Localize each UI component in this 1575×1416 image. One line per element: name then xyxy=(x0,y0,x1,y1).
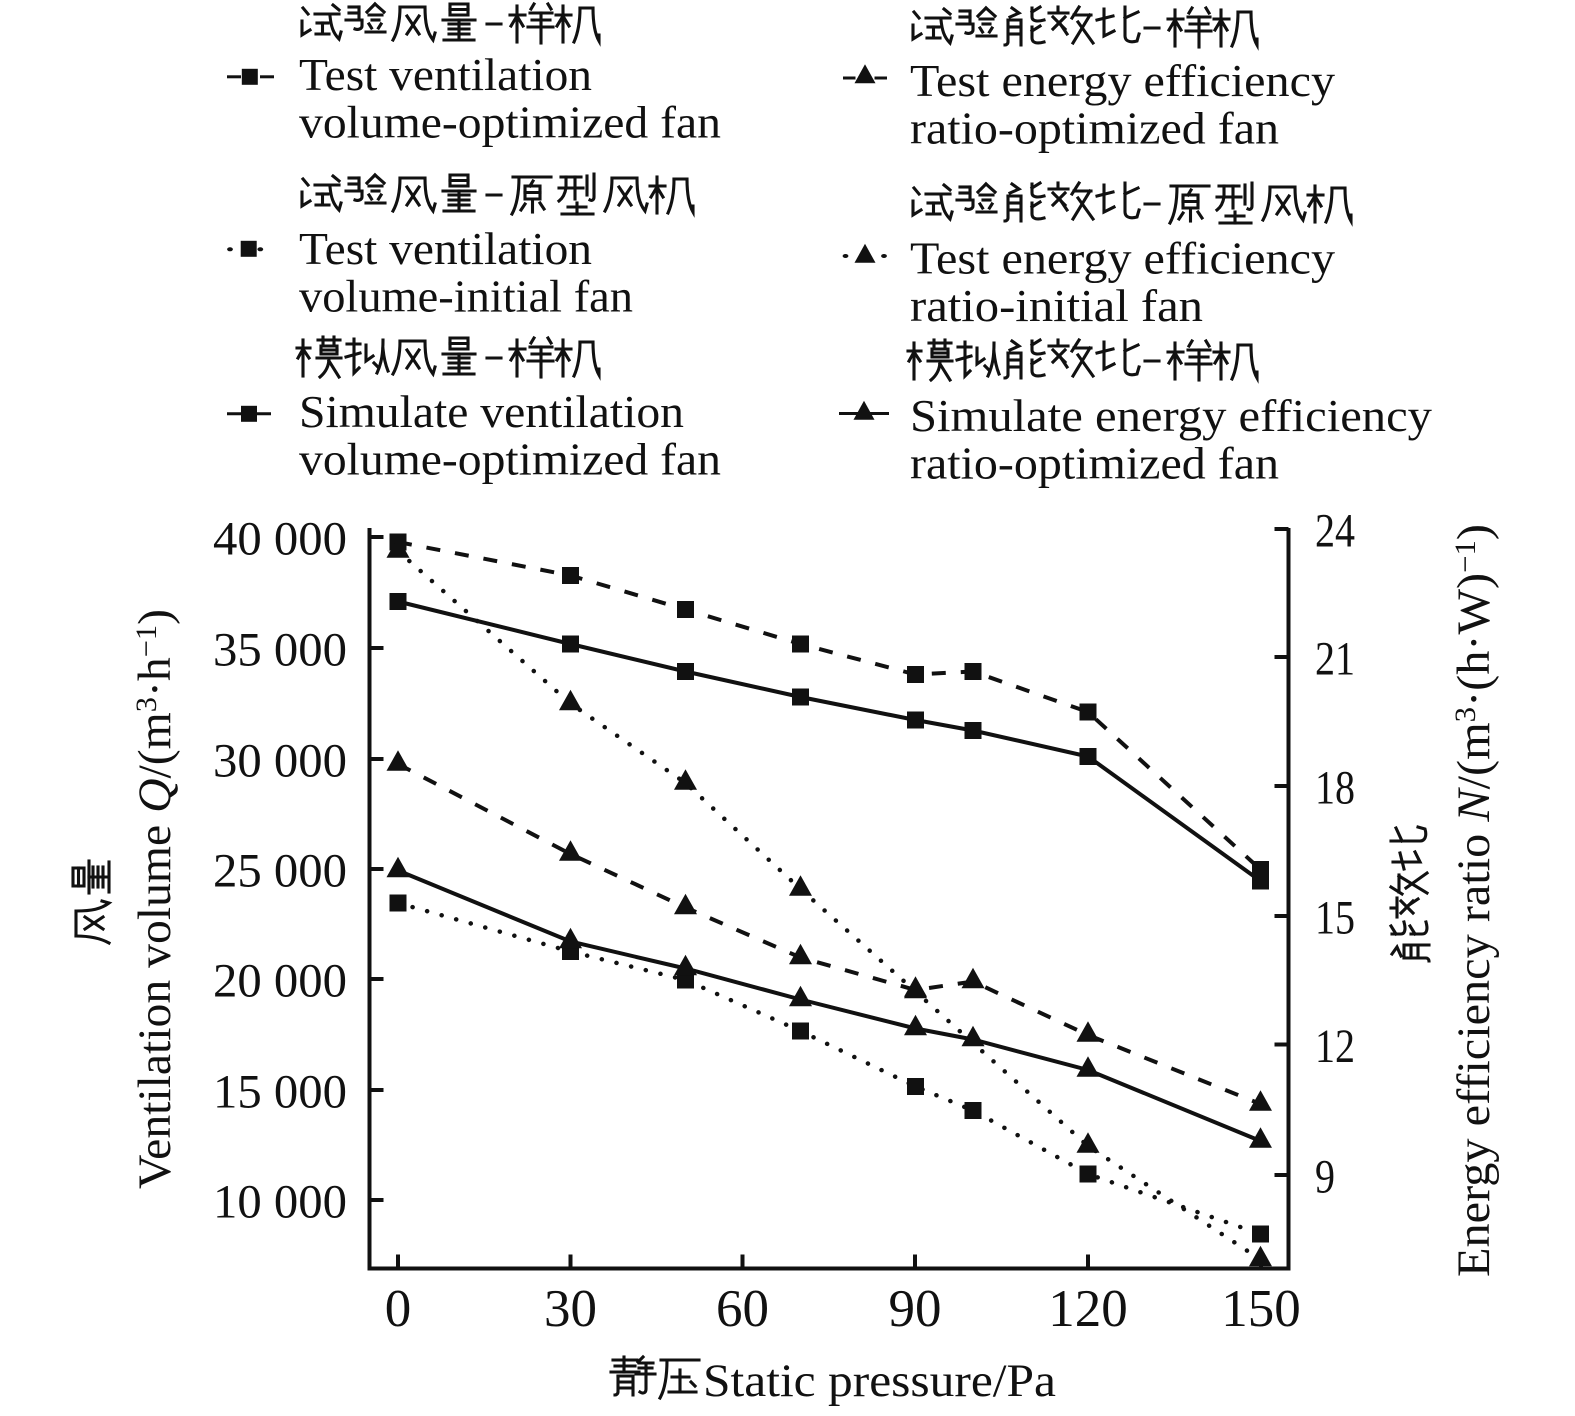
svg-text:ratio-optimized fan: ratio-optimized fan xyxy=(910,103,1279,154)
svg-text:21: 21 xyxy=(1315,633,1355,686)
svg-text:120: 120 xyxy=(1048,1280,1128,1338)
svg-text:15 000: 15 000 xyxy=(213,1066,347,1119)
svg-text:18: 18 xyxy=(1315,762,1355,815)
svg-text:Test ventilation: Test ventilation xyxy=(299,223,592,274)
svg-text:20 000: 20 000 xyxy=(213,955,347,1008)
svg-text:Static pressure/Pa: Static pressure/Pa xyxy=(703,1355,1056,1407)
svg-text:Simulate ventilation: Simulate ventilation xyxy=(299,386,684,437)
svg-text:Test ventilation: Test ventilation xyxy=(299,49,592,100)
svg-text:12: 12 xyxy=(1315,1020,1355,1073)
svg-text:40 000: 40 000 xyxy=(213,513,347,566)
svg-text:10 000: 10 000 xyxy=(213,1176,347,1229)
svg-text:Ventilation volume Q/(m3·h−1): Ventilation volume Q/(m3·h−1) xyxy=(129,609,181,1189)
svg-text:150: 150 xyxy=(1221,1280,1301,1338)
svg-text:60: 60 xyxy=(716,1280,769,1338)
svg-text:15: 15 xyxy=(1315,892,1355,945)
svg-text:Test energy efficiency: Test energy efficiency xyxy=(910,55,1335,106)
svg-text:ratio-initial fan: ratio-initial fan xyxy=(910,280,1203,331)
svg-text:volume-optimized fan: volume-optimized fan xyxy=(299,97,721,148)
svg-text:0: 0 xyxy=(385,1280,412,1338)
svg-text:ratio-optimized fan: ratio-optimized fan xyxy=(910,438,1279,489)
svg-text:30: 30 xyxy=(544,1280,597,1338)
svg-text:Energy efficiency ratio N/(m3·: Energy efficiency ratio N/(m3·(h·W)−1) xyxy=(1448,524,1500,1277)
svg-text:90: 90 xyxy=(889,1280,942,1338)
svg-text:Test energy efficiency: Test energy efficiency xyxy=(910,233,1335,284)
svg-text:volume-optimized fan: volume-optimized fan xyxy=(299,434,721,485)
svg-text:24: 24 xyxy=(1315,505,1355,558)
svg-text:volume-initial fan: volume-initial fan xyxy=(299,271,633,322)
svg-text:25 000: 25 000 xyxy=(213,845,347,898)
svg-text:30 000: 30 000 xyxy=(213,735,347,788)
svg-text:Simulate energy efficiency: Simulate energy efficiency xyxy=(910,390,1432,441)
svg-text:35 000: 35 000 xyxy=(213,624,347,677)
svg-text:9: 9 xyxy=(1315,1151,1335,1204)
